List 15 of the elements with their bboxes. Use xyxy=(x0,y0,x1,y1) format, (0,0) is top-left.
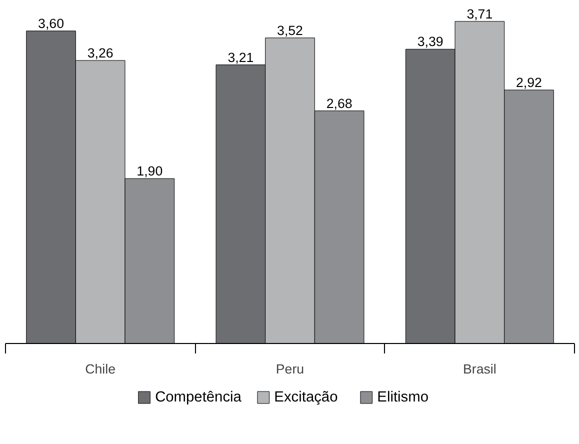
x-tick-label: Brasil xyxy=(463,362,496,376)
legend-label: Excitação xyxy=(274,390,338,406)
data-label: 2,92 xyxy=(516,74,542,90)
legend-label: Elitismo xyxy=(377,390,428,406)
data-label: 3,39 xyxy=(417,34,444,50)
data-label: 3,60 xyxy=(38,16,64,31)
data-label: 3,71 xyxy=(466,6,493,22)
legend-label: Competência xyxy=(155,390,242,406)
data-label: 3,52 xyxy=(277,22,303,38)
x-tick-label: Peru xyxy=(276,362,304,376)
data-label: 3,21 xyxy=(228,50,254,65)
data-label: 3,26 xyxy=(87,45,114,60)
data-label: 1,90 xyxy=(136,164,163,179)
x-tick-label: Chile xyxy=(85,362,116,376)
data-label: 2,68 xyxy=(326,96,352,111)
